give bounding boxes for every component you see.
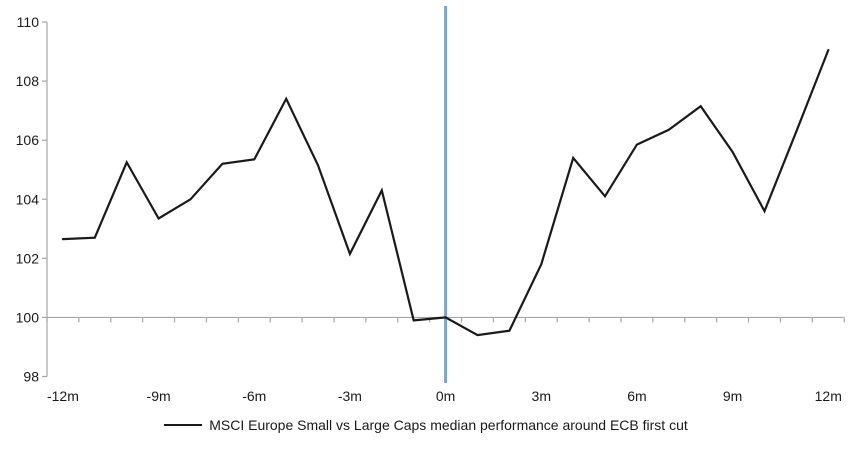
series-line bbox=[61, 48, 830, 337]
y-axis-label: 108 bbox=[16, 73, 40, 89]
x-axis-label: -3m bbox=[338, 388, 362, 404]
x-axis-label: -12m bbox=[47, 388, 79, 404]
y-axis-label: 102 bbox=[16, 250, 40, 266]
x-axis-label: 6m bbox=[627, 388, 646, 404]
x-axis-label: -6m bbox=[242, 388, 266, 404]
x-axis-label: 9m bbox=[723, 388, 742, 404]
y-axis-label: 100 bbox=[16, 309, 40, 325]
x-axis-label: 3m bbox=[532, 388, 551, 404]
x-axis-label: 12m bbox=[815, 388, 842, 404]
y-axis-label: 110 bbox=[17, 14, 40, 30]
chart-legend: MSCI Europe Small vs Large Caps median p… bbox=[0, 417, 852, 433]
y-axis-label: 98 bbox=[23, 369, 39, 385]
legend-label: MSCI Europe Small vs Large Caps median p… bbox=[209, 417, 688, 433]
y-axis-label: 104 bbox=[16, 191, 40, 207]
legend-line-sample bbox=[164, 424, 203, 426]
x-axis-label: -9m bbox=[147, 388, 171, 404]
y-axis-label: 106 bbox=[16, 132, 40, 148]
x-axis-label: 0m bbox=[436, 388, 455, 404]
